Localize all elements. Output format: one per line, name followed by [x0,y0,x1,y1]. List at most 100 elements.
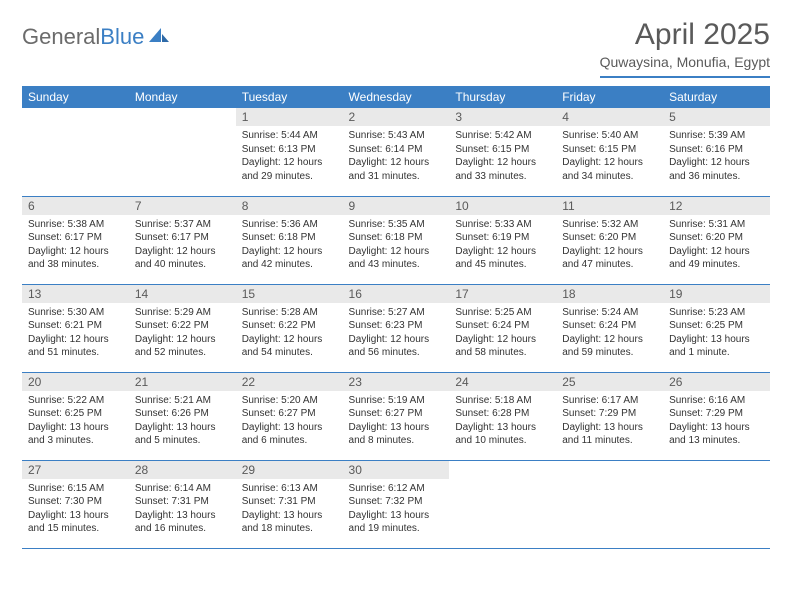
calendar-cell: . [556,460,663,548]
calendar-body: ..1Sunrise: 5:44 AMSunset: 6:13 PMDaylig… [22,108,770,548]
day-data: Sunrise: 5:43 AMSunset: 6:14 PMDaylight:… [343,126,450,187]
calendar-cell: 11Sunrise: 5:32 AMSunset: 6:20 PMDayligh… [556,196,663,284]
calendar-cell: 23Sunrise: 5:19 AMSunset: 6:27 PMDayligh… [343,372,450,460]
day-data: Sunrise: 5:28 AMSunset: 6:22 PMDaylight:… [236,303,343,364]
day-number: 13 [22,285,129,303]
day-data: Sunrise: 5:33 AMSunset: 6:19 PMDaylight:… [449,215,556,276]
calendar-cell: 3Sunrise: 5:42 AMSunset: 6:15 PMDaylight… [449,108,556,196]
calendar-cell: . [22,108,129,196]
day-data: Sunrise: 5:21 AMSunset: 6:26 PMDaylight:… [129,391,236,452]
day-data: Sunrise: 6:16 AMSunset: 7:29 PMDaylight:… [663,391,770,452]
calendar-cell: 16Sunrise: 5:27 AMSunset: 6:23 PMDayligh… [343,284,450,372]
day-data: Sunrise: 5:37 AMSunset: 6:17 PMDaylight:… [129,215,236,276]
day-data: Sunrise: 5:30 AMSunset: 6:21 PMDaylight:… [22,303,129,364]
calendar-cell: 14Sunrise: 5:29 AMSunset: 6:22 PMDayligh… [129,284,236,372]
logo-text-2: Blue [100,24,144,50]
day-data: Sunrise: 5:18 AMSunset: 6:28 PMDaylight:… [449,391,556,452]
day-number: 22 [236,373,343,391]
day-data: Sunrise: 5:44 AMSunset: 6:13 PMDaylight:… [236,126,343,187]
location: Quwaysina, Monufia, Egypt [600,54,770,70]
calendar: SundayMondayTuesdayWednesdayThursdayFrid… [22,86,770,549]
day-data: Sunrise: 5:38 AMSunset: 6:17 PMDaylight:… [22,215,129,276]
day-number: 12 [663,197,770,215]
day-data: Sunrise: 5:24 AMSunset: 6:24 PMDaylight:… [556,303,663,364]
day-number: 23 [343,373,450,391]
page: GeneralBlue April 2025 Quwaysina, Monufi… [0,0,792,567]
day-number: 17 [449,285,556,303]
day-data: Sunrise: 6:13 AMSunset: 7:31 PMDaylight:… [236,479,343,540]
logo-text-1: General [22,24,100,50]
weekday-header: Friday [556,86,663,108]
day-number: 27 [22,461,129,479]
calendar-cell: 24Sunrise: 5:18 AMSunset: 6:28 PMDayligh… [449,372,556,460]
day-data: Sunrise: 5:31 AMSunset: 6:20 PMDaylight:… [663,215,770,276]
day-number: 26 [663,373,770,391]
weekday-header: Saturday [663,86,770,108]
calendar-cell: 2Sunrise: 5:43 AMSunset: 6:14 PMDaylight… [343,108,450,196]
day-data: Sunrise: 5:29 AMSunset: 6:22 PMDaylight:… [129,303,236,364]
day-number: 3 [449,108,556,126]
day-data: Sunrise: 5:19 AMSunset: 6:27 PMDaylight:… [343,391,450,452]
calendar-cell: 7Sunrise: 5:37 AMSunset: 6:17 PMDaylight… [129,196,236,284]
weekday-header: Wednesday [343,86,450,108]
day-data: Sunrise: 5:20 AMSunset: 6:27 PMDaylight:… [236,391,343,452]
day-number: 24 [449,373,556,391]
day-data: Sunrise: 5:32 AMSunset: 6:20 PMDaylight:… [556,215,663,276]
weekday-header: Sunday [22,86,129,108]
day-number: 11 [556,197,663,215]
logo: GeneralBlue [22,24,171,50]
day-number: 29 [236,461,343,479]
day-number: 10 [449,197,556,215]
calendar-cell: 28Sunrise: 6:14 AMSunset: 7:31 PMDayligh… [129,460,236,548]
day-data: Sunrise: 5:36 AMSunset: 6:18 PMDaylight:… [236,215,343,276]
calendar-week: ..1Sunrise: 5:44 AMSunset: 6:13 PMDaylig… [22,108,770,196]
calendar-cell: 27Sunrise: 6:15 AMSunset: 7:30 PMDayligh… [22,460,129,548]
calendar-cell: 26Sunrise: 6:16 AMSunset: 7:29 PMDayligh… [663,372,770,460]
calendar-cell: 15Sunrise: 5:28 AMSunset: 6:22 PMDayligh… [236,284,343,372]
location-wrap: Quwaysina, Monufia, Egypt [600,54,770,78]
calendar-cell: 22Sunrise: 5:20 AMSunset: 6:27 PMDayligh… [236,372,343,460]
day-data: Sunrise: 5:25 AMSunset: 6:24 PMDaylight:… [449,303,556,364]
calendar-cell: . [129,108,236,196]
day-data: Sunrise: 5:35 AMSunset: 6:18 PMDaylight:… [343,215,450,276]
day-number: 18 [556,285,663,303]
day-data: Sunrise: 6:17 AMSunset: 7:29 PMDaylight:… [556,391,663,452]
weekday-header: Monday [129,86,236,108]
calendar-cell: 21Sunrise: 5:21 AMSunset: 6:26 PMDayligh… [129,372,236,460]
calendar-cell: 19Sunrise: 5:23 AMSunset: 6:25 PMDayligh… [663,284,770,372]
calendar-cell: . [663,460,770,548]
day-number: 15 [236,285,343,303]
day-number: 1 [236,108,343,126]
day-data: Sunrise: 6:14 AMSunset: 7:31 PMDaylight:… [129,479,236,540]
day-number: 20 [22,373,129,391]
day-data: Sunrise: 5:23 AMSunset: 6:25 PMDaylight:… [663,303,770,364]
day-number: 19 [663,285,770,303]
day-number: 9 [343,197,450,215]
day-data: Sunrise: 5:39 AMSunset: 6:16 PMDaylight:… [663,126,770,187]
day-data: Sunrise: 5:42 AMSunset: 6:15 PMDaylight:… [449,126,556,187]
day-data: Sunrise: 5:22 AMSunset: 6:25 PMDaylight:… [22,391,129,452]
day-number: 2 [343,108,450,126]
day-number: 7 [129,197,236,215]
calendar-cell: 4Sunrise: 5:40 AMSunset: 6:15 PMDaylight… [556,108,663,196]
calendar-week: 13Sunrise: 5:30 AMSunset: 6:21 PMDayligh… [22,284,770,372]
day-number: 14 [129,285,236,303]
day-number: 25 [556,373,663,391]
calendar-week: 27Sunrise: 6:15 AMSunset: 7:30 PMDayligh… [22,460,770,548]
calendar-cell: 5Sunrise: 5:39 AMSunset: 6:16 PMDaylight… [663,108,770,196]
calendar-cell: 6Sunrise: 5:38 AMSunset: 6:17 PMDaylight… [22,196,129,284]
logo-sail-icon [147,26,171,44]
calendar-cell: 18Sunrise: 5:24 AMSunset: 6:24 PMDayligh… [556,284,663,372]
day-number: 8 [236,197,343,215]
calendar-cell: 30Sunrise: 6:12 AMSunset: 7:32 PMDayligh… [343,460,450,548]
day-number: 28 [129,461,236,479]
day-number: 6 [22,197,129,215]
calendar-cell: 9Sunrise: 5:35 AMSunset: 6:18 PMDaylight… [343,196,450,284]
calendar-cell: 13Sunrise: 5:30 AMSunset: 6:21 PMDayligh… [22,284,129,372]
day-number: 4 [556,108,663,126]
day-data: Sunrise: 6:12 AMSunset: 7:32 PMDaylight:… [343,479,450,540]
calendar-cell: 8Sunrise: 5:36 AMSunset: 6:18 PMDaylight… [236,196,343,284]
header: GeneralBlue April 2025 Quwaysina, Monufi… [22,18,770,78]
calendar-head: SundayMondayTuesdayWednesdayThursdayFrid… [22,86,770,108]
calendar-cell: . [449,460,556,548]
